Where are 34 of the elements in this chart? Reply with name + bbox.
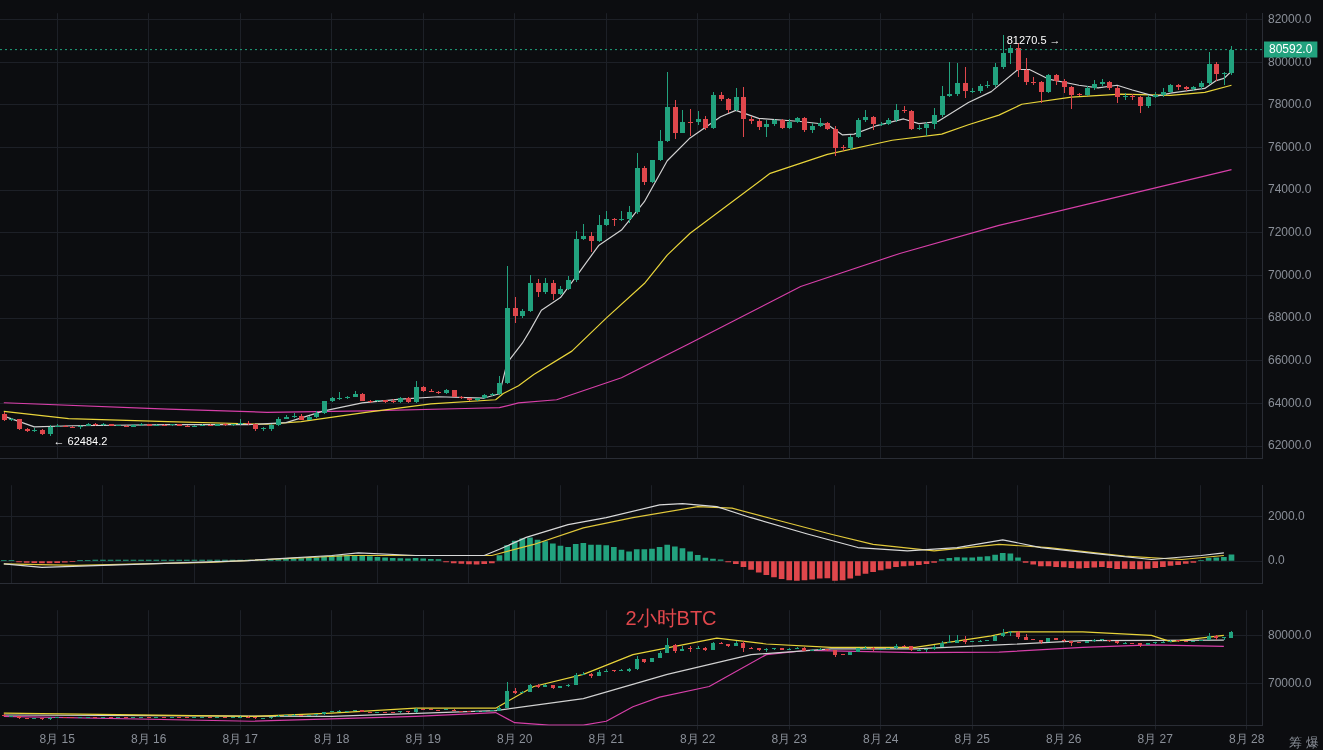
annotation: ← 62484.2 xyxy=(53,434,108,447)
ref-line-label: 80592.0 xyxy=(1269,41,1313,56)
y-tick-label: 74000.0 xyxy=(1268,182,1312,197)
y-tick-label: 62000.0 xyxy=(1268,438,1312,453)
y-tick-label: 70000.0 xyxy=(1268,675,1312,690)
y-tick-label: 78000.0 xyxy=(1268,97,1312,112)
y-tick-label: 80000.0 xyxy=(1268,54,1312,69)
x-tick-label: 8月 18 xyxy=(314,732,350,747)
y-tick-label: 2000.0 xyxy=(1268,509,1306,524)
y-tick-label: 80000.0 xyxy=(1268,627,1312,642)
y-tick-label: 0.0 xyxy=(1268,553,1286,568)
y-tick-label: 76000.0 xyxy=(1268,139,1312,154)
x-tick-label: 8月 22 xyxy=(680,732,716,747)
x-tick-label: 8月 25 xyxy=(954,732,991,747)
x-tick-label: 8月 19 xyxy=(405,732,442,747)
x-tick-label: 8月 23 xyxy=(771,732,808,747)
x-tick-label: 8月 27 xyxy=(1137,732,1174,747)
y-tick-label: 64000.0 xyxy=(1268,395,1312,410)
annotation: 81270.5 → xyxy=(1006,34,1061,47)
y-tick-label: 66000.0 xyxy=(1268,353,1312,368)
x-tick-label: 8月 16 xyxy=(131,732,167,747)
x-tick-label: 8月 17 xyxy=(222,732,259,747)
y-tick-label: 72000.0 xyxy=(1268,225,1312,240)
text: 筹 爆 xyxy=(1289,735,1319,750)
x-tick-label: 8月 21 xyxy=(588,732,625,747)
x-tick-label: 8月 15 xyxy=(39,732,76,747)
x-tick-label: 8月 20 xyxy=(497,732,533,747)
x-tick-label: 8月 28 xyxy=(1229,732,1265,747)
annotation: 2小时BTC xyxy=(625,606,717,629)
y-tick-label: 68000.0 xyxy=(1268,310,1312,325)
y-tick-label: 70000.0 xyxy=(1268,267,1312,282)
y-tick-label: 82000.0 xyxy=(1268,11,1312,26)
x-tick-label: 8月 24 xyxy=(863,732,899,747)
x-tick-label: 8月 26 xyxy=(1046,732,1082,747)
